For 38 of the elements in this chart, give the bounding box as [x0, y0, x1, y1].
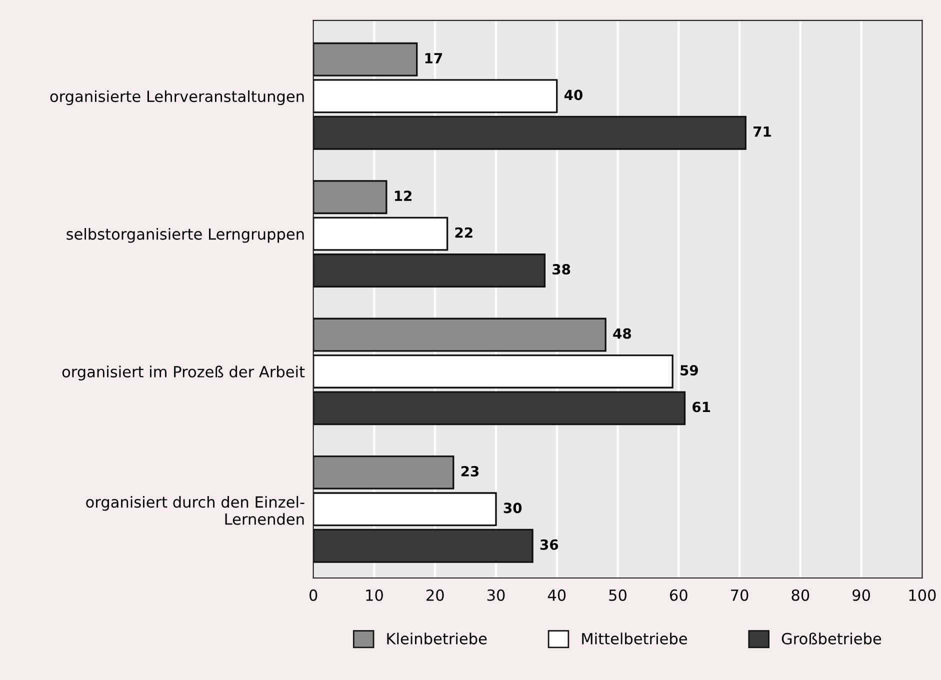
data-label: 30 — [504, 502, 522, 514]
y-tick-label: selbstorganisierte Lerngruppen — [66, 228, 304, 243]
x-tick-label: 60 — [670, 589, 688, 601]
data-label: 17 — [425, 53, 442, 64]
bar — [313, 116, 746, 150]
x-tick-label: 0 — [310, 589, 318, 601]
bar — [313, 254, 546, 288]
data-label: 38 — [552, 264, 570, 275]
x-tick-label: 50 — [609, 589, 626, 601]
bar — [313, 318, 606, 352]
data-label: 61 — [692, 402, 710, 412]
x-tick-label: 30 — [487, 589, 505, 601]
data-label: 22 — [455, 227, 472, 238]
data-label: 23 — [461, 466, 479, 476]
x-tick-label: 90 — [852, 589, 870, 601]
data-label: 12 — [394, 190, 412, 201]
bar — [313, 42, 418, 76]
data-label: 36 — [540, 539, 558, 550]
x-tick-label: 20 — [426, 589, 444, 601]
x-tick-label: 100 — [909, 589, 936, 601]
bar — [313, 180, 388, 214]
x-tick-label: 10 — [366, 589, 383, 601]
data-label: 59 — [680, 365, 698, 376]
data-label: 40 — [564, 90, 582, 100]
data-label: 71 — [753, 126, 771, 137]
x-tick-label: 70 — [731, 589, 748, 601]
bar — [313, 391, 686, 426]
legend-label: Großbetriebe — [782, 632, 882, 644]
data-label: 48 — [613, 328, 631, 339]
x-tick-label: 40 — [548, 589, 566, 601]
bar — [313, 528, 534, 563]
legend-label: Kleinbetriebe — [387, 632, 487, 644]
y-tick-label: organisiert im Prozeß der Arbeit — [62, 366, 305, 380]
legend-label: Mittelbetriebe — [582, 632, 687, 644]
y-tick-label: organisierte Lehrveranstaltungen — [50, 90, 304, 106]
x-tick-label: 80 — [792, 589, 810, 601]
y-tick-label: organisiert durch den Einzel- Lernenden — [86, 496, 304, 525]
bar — [313, 455, 454, 490]
